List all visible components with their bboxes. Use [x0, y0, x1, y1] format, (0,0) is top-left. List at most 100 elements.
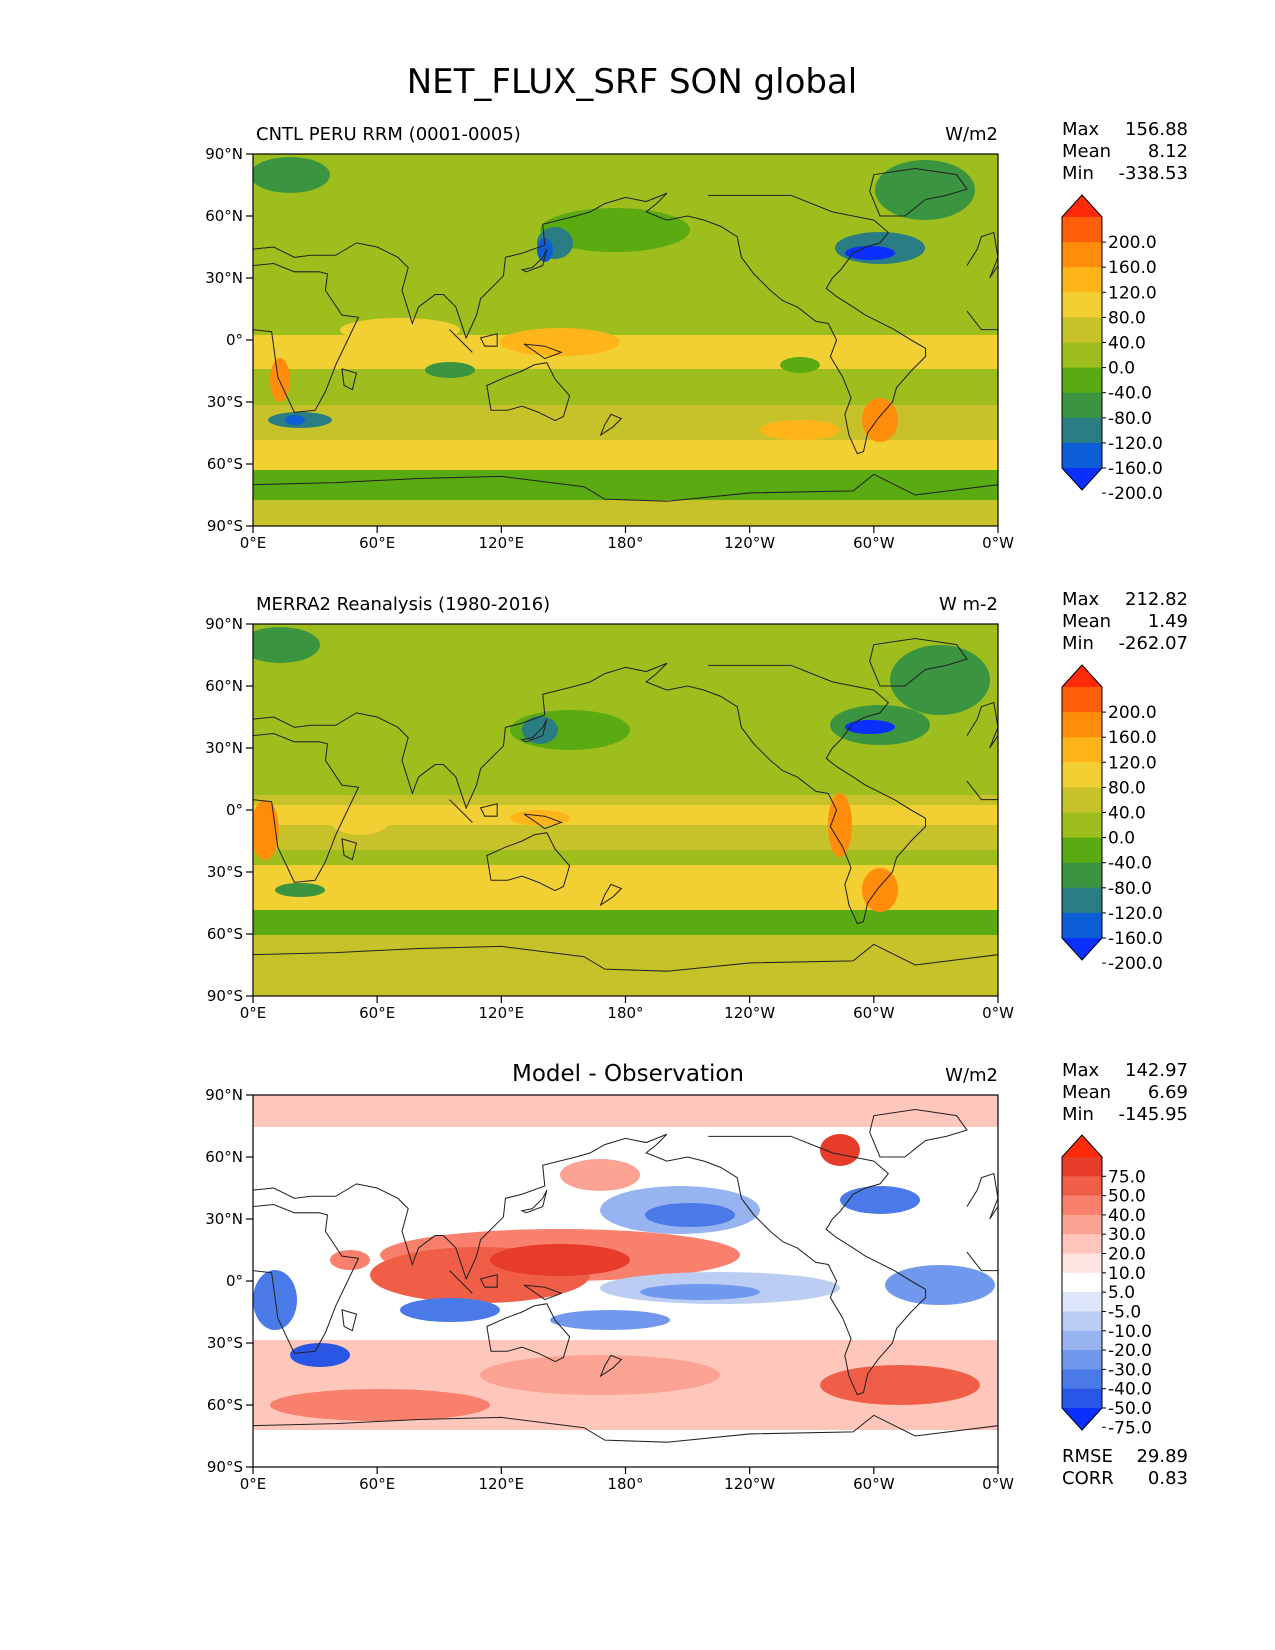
y-tick-label: 90°S	[207, 987, 243, 1005]
colorbar-tick-label: 10.0	[1108, 1264, 1146, 1284]
colorbar-tick-label: 200.0	[1108, 233, 1157, 253]
colorbar-tick-label: 120.0	[1108, 283, 1157, 303]
colorbar-segment	[1062, 1330, 1102, 1351]
stat-max-value: 156.88	[1125, 119, 1188, 140]
y-tick-label: 60°N	[205, 1148, 243, 1166]
colorbar-tick-label: -30.0	[1108, 1360, 1152, 1380]
colorbar-segment	[1062, 267, 1102, 293]
x-tick-label: 60°W	[853, 1004, 895, 1022]
x-tick-label: 180°	[607, 1475, 643, 1493]
colorbar-tick-label: 0.0	[1108, 829, 1135, 849]
map-field-difference	[253, 1095, 998, 1467]
x-tick-label: 0°W	[982, 1004, 1014, 1022]
colorbar-tick-label: 75.0	[1108, 1167, 1146, 1187]
colorbar-tick-label: -120.0	[1108, 434, 1163, 454]
colorbar-segment	[1062, 687, 1102, 713]
y-tick-label: 90°S	[207, 517, 243, 535]
y-tick-label: 60°N	[205, 677, 243, 695]
colorbar-tick-label: 80.0	[1108, 778, 1146, 798]
colorbar-extend-bottom	[1062, 1408, 1102, 1430]
y-tick-label: 90°S	[207, 1458, 243, 1476]
colorbar-segment	[1062, 442, 1102, 469]
x-tick-label: 0°E	[240, 1475, 267, 1493]
colorbar-tick-label: -50.0	[1108, 1399, 1152, 1419]
y-tick-label: 30°N	[205, 1210, 243, 1228]
axis-ticks: 0°E 60°E 120°E 180° 120°W 60°W 0°W 90°N 60°N 30°N…	[205, 145, 1014, 552]
colorbar-segment	[1062, 912, 1102, 939]
figure-title: NET_FLUX_SRF SON global	[407, 62, 858, 102]
x-tick-label: 0°E	[240, 534, 267, 552]
colorbar-segment	[1062, 837, 1102, 864]
corr-label: CORR	[1062, 1468, 1114, 1489]
colorbar-extend-top	[1062, 195, 1102, 217]
axis-ticks: 0°E 60°E 120°E 180° 120°W 60°W 0°W 90°N 60°N 30°N…	[205, 1086, 1014, 1493]
x-tick-label: 120°W	[724, 1475, 775, 1493]
stat-mean-label: Mean	[1062, 141, 1111, 162]
colorbar-tick-label: 160.0	[1108, 258, 1157, 278]
colorbar-segment	[1062, 812, 1102, 839]
colorbar-tick-label: 40.0	[1108, 804, 1146, 824]
colorbar-extend-top	[1062, 1135, 1102, 1157]
colorbar-tick-label: -80.0	[1108, 879, 1152, 899]
colorbar-tick-label: -200.0	[1108, 484, 1163, 504]
stat-min-value: -262.07	[1119, 633, 1188, 654]
x-tick-label: 60°E	[359, 534, 395, 552]
colorbar-extend-bottom	[1062, 938, 1102, 960]
colorbar-segment	[1062, 887, 1102, 914]
stat-min-value: -145.95	[1119, 1104, 1188, 1125]
panel-title: Model - Observation	[512, 1061, 744, 1087]
axis-ticks: 0°E 60°E 120°E 180° 120°W 60°W 0°W 90°N 60°N 30°N…	[205, 615, 1014, 1022]
x-tick-label: 120°E	[479, 534, 525, 552]
x-tick-label: 0°W	[982, 1475, 1014, 1493]
colorbar-segment	[1062, 1292, 1102, 1312]
colorbar: 200.0 160.0 120.0 80.0 40.0 0.0 -40.0 -80.0 -120…	[1061, 194, 1163, 504]
colorbar-segment	[1062, 1195, 1102, 1216]
x-tick-label: 0°W	[982, 534, 1014, 552]
panel-difference: Model - Observation W/m2	[205, 1060, 1188, 1493]
y-tick-label: 90°N	[205, 145, 243, 163]
colorbar-segment	[1062, 1369, 1102, 1390]
x-tick-label: 120°W	[724, 534, 775, 552]
colorbar-segment	[1062, 1176, 1102, 1197]
colorbar-tick-label: -40.0	[1108, 384, 1152, 404]
y-tick-label: 60°S	[207, 455, 243, 473]
y-tick-label: 60°S	[207, 1396, 243, 1414]
colorbar-extend-bottom	[1062, 468, 1102, 490]
colorbar-tick-label: 120.0	[1108, 753, 1157, 773]
panel-units: W/m2	[945, 1065, 998, 1086]
colorbar-segment	[1062, 1272, 1102, 1293]
colorbar-segment	[1062, 1311, 1102, 1332]
colorbar-tick-label: -80.0	[1108, 409, 1152, 429]
stat-min-label: Min	[1062, 633, 1094, 654]
stat-max-value: 142.97	[1125, 1060, 1188, 1081]
x-tick-label: 60°E	[359, 1004, 395, 1022]
y-tick-label: 30°S	[207, 1334, 243, 1352]
colorbar-segment	[1062, 1214, 1102, 1235]
colorbar-tick-label: -10.0	[1108, 1322, 1152, 1342]
rmse-label: RMSE	[1062, 1446, 1113, 1467]
colorbar-tick-label: -160.0	[1108, 929, 1163, 949]
y-tick-label: 0°	[226, 801, 243, 819]
x-tick-label: 60°W	[853, 534, 895, 552]
colorbar-segment	[1062, 417, 1102, 444]
colorbar-tick-label: -20.0	[1108, 1341, 1152, 1361]
y-tick-label: 60°N	[205, 207, 243, 225]
panel-title: CNTL PERU RRM (0001-0005)	[256, 124, 521, 145]
x-tick-label: 60°E	[359, 1475, 395, 1493]
colorbar-tick-label: 200.0	[1108, 703, 1157, 723]
colorbar-tick-label: 40.0	[1108, 1206, 1146, 1226]
stat-min-value: -338.53	[1119, 163, 1188, 184]
x-tick-label: 180°	[607, 1004, 643, 1022]
stat-max-label: Max	[1062, 1060, 1100, 1081]
colorbar-tick-label: -5.0	[1108, 1302, 1141, 1322]
colorbar-tick-label: -120.0	[1108, 904, 1163, 924]
stat-mean-label: Mean	[1062, 611, 1111, 632]
colorbar-segment	[1062, 712, 1102, 738]
rmse-value: 29.89	[1136, 1446, 1188, 1467]
colorbar-extend-top	[1062, 665, 1102, 687]
colorbar-tick-label: 20.0	[1108, 1245, 1146, 1265]
colorbar-segment	[1062, 367, 1102, 394]
colorbar-segment	[1062, 1350, 1102, 1370]
x-tick-label: 0°E	[240, 1004, 267, 1022]
